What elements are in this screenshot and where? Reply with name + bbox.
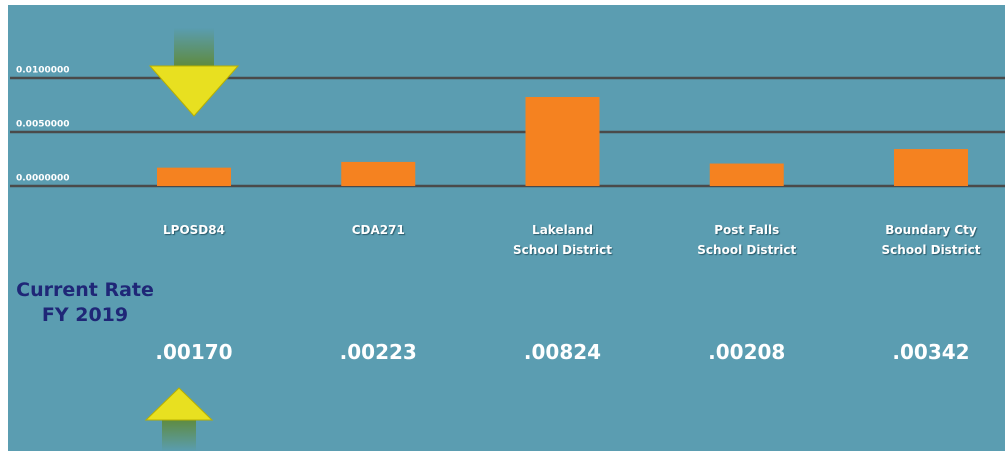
annotation: Current Rate FY 2019 (16, 279, 154, 326)
x-tick-label: LPOSD84 (163, 223, 225, 237)
bar (157, 167, 231, 186)
arrow-stem (174, 28, 214, 68)
value-label: .00208 (708, 340, 786, 364)
arrow-stem (162, 418, 196, 451)
value-label: .00824 (523, 340, 602, 364)
bar (525, 97, 600, 186)
x-tick-label: Post Falls School District (697, 223, 797, 257)
bar (341, 161, 416, 186)
bar (894, 149, 968, 186)
x-tick-label: Boundary Cty School District (881, 223, 981, 257)
bar (709, 163, 784, 186)
x-tick-label: Lakeland School District (513, 223, 612, 257)
value-label: .00170 (155, 340, 233, 364)
y-tick-label: 0.0050000 (16, 120, 70, 130)
arrow-head (144, 387, 214, 421)
value-label: .00342 (892, 340, 970, 364)
x-tick-label: CDA271 (351, 223, 405, 237)
arrow-head (148, 65, 240, 117)
y-tick-label: 0.0100000 (16, 66, 70, 76)
y-tick-label: 0.0000000 (16, 174, 70, 184)
value-label: .00223 (339, 340, 417, 364)
